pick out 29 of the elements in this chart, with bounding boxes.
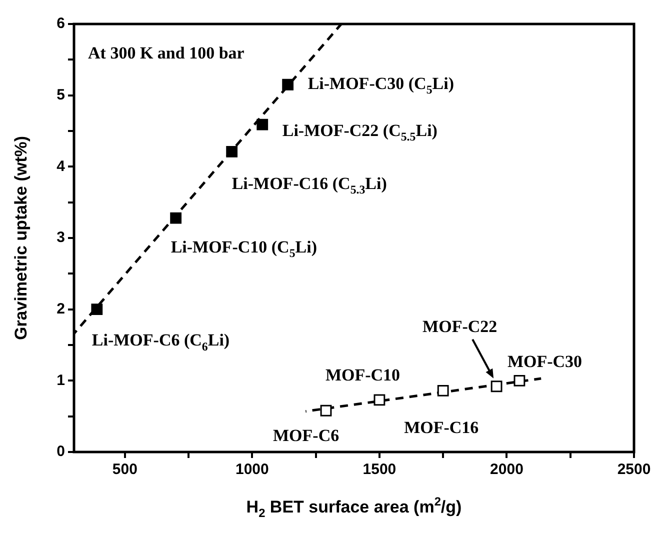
x-tick-label: 500 <box>112 461 138 478</box>
y-tick-label: 5 <box>56 86 65 104</box>
point <box>490 380 502 392</box>
point <box>437 384 449 396</box>
annotation: MOF-C16 <box>404 418 479 438</box>
y-tick-label: 1 <box>56 372 65 389</box>
point <box>320 404 332 416</box>
point <box>256 118 268 130</box>
y-axis-title: Gravimetric uptake (wt%) <box>12 136 31 340</box>
annotation: MOF-C30 <box>507 352 582 372</box>
annotation: MOF-C10 <box>325 365 400 384</box>
y-tick-label: 6 <box>56 15 65 32</box>
y-tick-label: 0 <box>56 443 65 460</box>
point <box>282 78 294 90</box>
x-tick-label: 1500 <box>362 461 396 478</box>
annotation: MOF-C22 <box>422 316 498 336</box>
annotation: MOF-C6 <box>273 426 340 446</box>
y-tick-label: 4 <box>56 158 66 175</box>
point <box>514 374 526 386</box>
x-tick-label: 2500 <box>617 461 651 478</box>
point <box>91 304 103 316</box>
y-tick-label: 2 <box>56 300 65 318</box>
annotation: At 300 K and 100 bar <box>88 43 245 62</box>
x-tick-label: 2000 <box>490 461 524 478</box>
point <box>374 394 386 406</box>
y-tick-label: 3 <box>56 229 65 246</box>
point <box>170 212 182 224</box>
x-tick-label: 1000 <box>235 461 269 478</box>
point <box>226 146 238 158</box>
